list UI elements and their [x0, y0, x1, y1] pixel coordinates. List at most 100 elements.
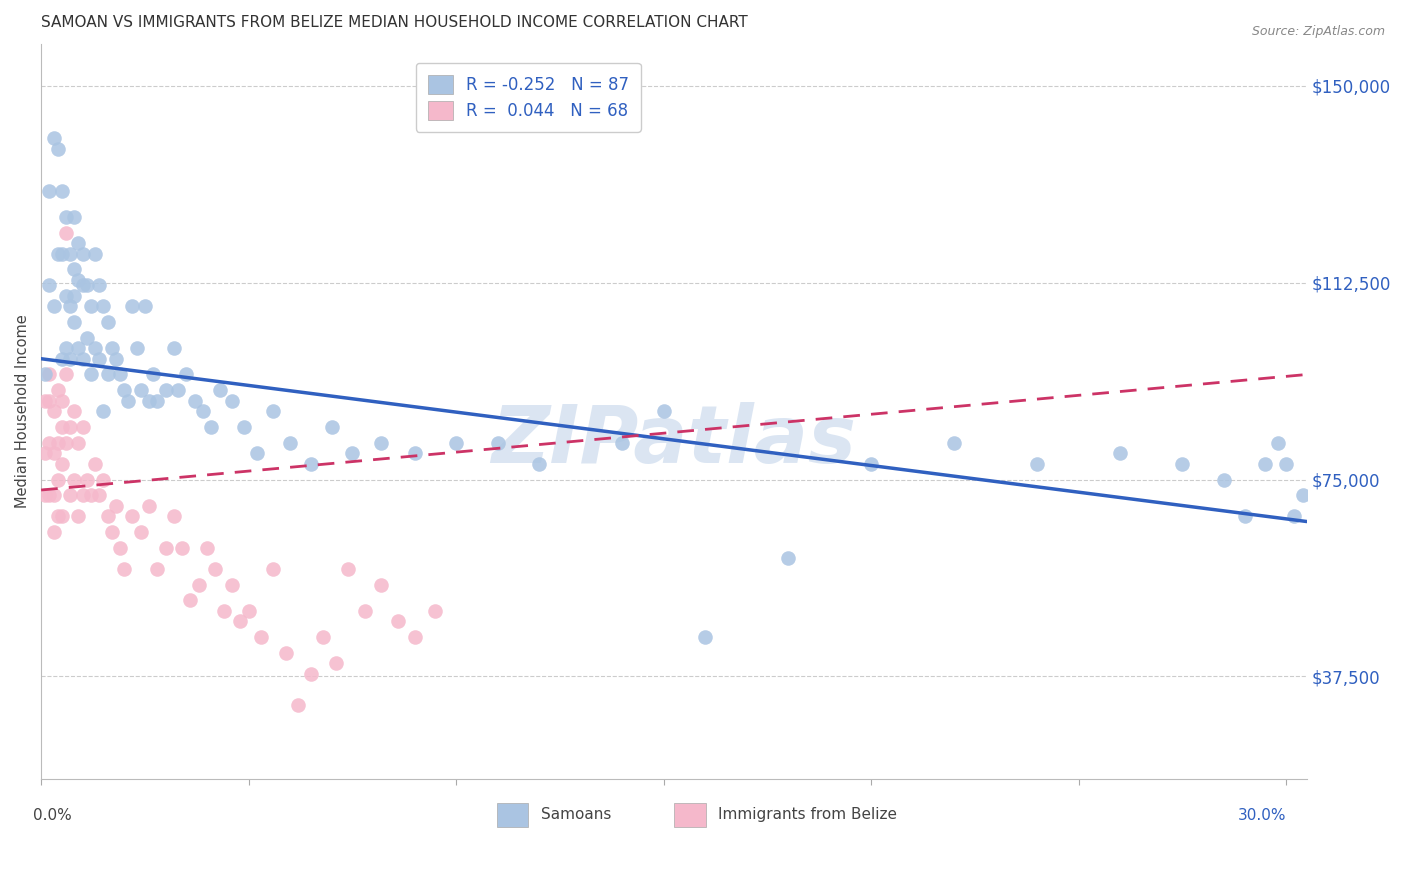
Point	[67, 341, 90, 355]
Point	[34, 446, 56, 460]
Point	[72, 351, 94, 366]
Point	[63, 473, 86, 487]
Point	[142, 368, 165, 382]
Point	[34, 393, 56, 408]
Text: SAMOAN VS IMMIGRANTS FROM BELIZE MEDIAN HOUSEHOLD INCOME CORRELATION CHART: SAMOAN VS IMMIGRANTS FROM BELIZE MEDIAN …	[41, 15, 748, 30]
Text: ZIPatlas: ZIPatlas	[492, 401, 856, 480]
Point	[370, 435, 392, 450]
Point	[96, 509, 118, 524]
Text: Immigrants from Belize: Immigrants from Belize	[718, 807, 897, 822]
FancyBboxPatch shape	[673, 803, 706, 827]
Point	[1254, 457, 1277, 471]
Point	[46, 383, 69, 397]
Point	[42, 446, 65, 460]
Point	[1171, 457, 1194, 471]
Point	[67, 435, 90, 450]
Point	[860, 457, 883, 471]
Point	[89, 488, 111, 502]
Legend: R = -0.252   N = 87, R =  0.044   N = 68: R = -0.252 N = 87, R = 0.044 N = 68	[416, 63, 641, 131]
Point	[1291, 488, 1313, 502]
Point	[38, 278, 60, 293]
Point	[104, 499, 127, 513]
Point	[163, 509, 186, 524]
Point	[404, 630, 426, 644]
Point	[51, 246, 73, 260]
Point	[229, 615, 252, 629]
Point	[263, 404, 285, 418]
Point	[67, 273, 90, 287]
Point	[55, 210, 77, 224]
Point	[486, 435, 509, 450]
Point	[80, 488, 103, 502]
Point	[121, 509, 143, 524]
Point	[59, 488, 82, 502]
Point	[312, 630, 335, 644]
Point	[67, 236, 90, 251]
Point	[63, 210, 86, 224]
Point	[72, 278, 94, 293]
Point	[527, 457, 550, 471]
Point	[63, 262, 86, 277]
Point	[63, 315, 86, 329]
Point	[183, 393, 205, 408]
Point	[1275, 457, 1298, 471]
Point	[776, 551, 799, 566]
Point	[67, 509, 90, 524]
Point	[167, 383, 190, 397]
Point	[72, 488, 94, 502]
Point	[72, 246, 94, 260]
Point	[42, 524, 65, 539]
Point	[353, 604, 375, 618]
Point	[129, 524, 152, 539]
Point	[172, 541, 194, 555]
Point	[42, 131, 65, 145]
Point	[134, 299, 156, 313]
Point	[63, 289, 86, 303]
FancyBboxPatch shape	[496, 803, 529, 827]
Point	[55, 368, 77, 382]
Point	[84, 457, 107, 471]
Point	[299, 457, 322, 471]
Y-axis label: Median Household Income: Median Household Income	[15, 314, 30, 508]
Point	[146, 562, 169, 576]
Point	[233, 420, 256, 434]
Point	[42, 404, 65, 418]
Point	[387, 615, 409, 629]
Point	[155, 541, 177, 555]
Point	[163, 341, 186, 355]
Text: Samoans: Samoans	[541, 807, 612, 822]
Point	[444, 435, 467, 450]
Point	[112, 383, 135, 397]
Point	[55, 435, 77, 450]
Point	[943, 435, 966, 450]
Point	[96, 315, 118, 329]
Point	[274, 646, 297, 660]
Point	[117, 393, 139, 408]
Point	[321, 420, 343, 434]
Point	[1284, 509, 1306, 524]
Point	[34, 488, 56, 502]
Point	[51, 351, 73, 366]
Point	[187, 577, 209, 591]
Point	[76, 473, 98, 487]
Point	[55, 226, 77, 240]
Point	[138, 499, 160, 513]
Point	[59, 246, 82, 260]
Point	[46, 142, 69, 156]
Point	[112, 562, 135, 576]
Point	[1109, 446, 1132, 460]
Point	[104, 351, 127, 366]
Text: 30.0%: 30.0%	[1237, 808, 1286, 822]
Point	[84, 341, 107, 355]
Point	[55, 341, 77, 355]
Point	[63, 404, 86, 418]
Point	[42, 299, 65, 313]
Point	[93, 299, 115, 313]
Point	[610, 435, 633, 450]
Point	[100, 341, 122, 355]
Point	[250, 630, 273, 644]
Point	[46, 435, 69, 450]
Point	[59, 299, 82, 313]
Point	[51, 420, 73, 434]
Point	[179, 593, 201, 607]
